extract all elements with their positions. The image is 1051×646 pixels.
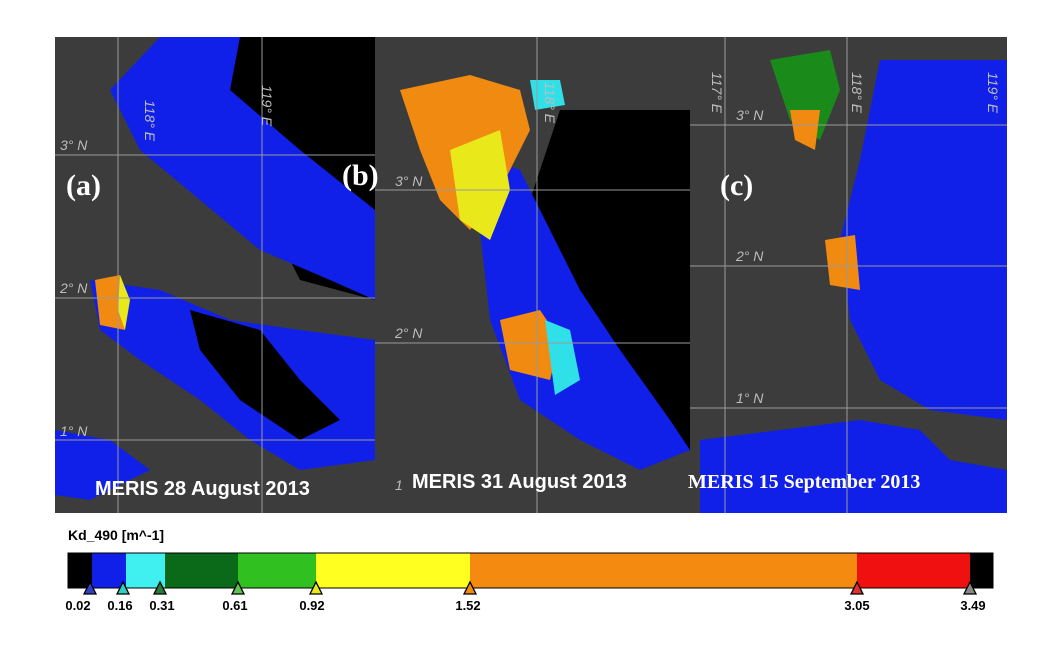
grid-label: 118° E	[142, 100, 158, 142]
tick-marker	[115, 580, 131, 595]
colorbar-segment	[238, 553, 316, 588]
tick-label: 1.52	[455, 598, 480, 613]
grid-label: 2° N	[394, 325, 423, 341]
panel-letter: (c)	[720, 169, 753, 202]
grid-label: 119° E	[259, 85, 275, 127]
water-blue	[840, 60, 1007, 420]
water-blue	[470, 150, 690, 470]
grid-label: 3° N	[60, 137, 88, 153]
colorbar-label: Kd_490 [m^-1]	[68, 527, 164, 543]
tick-label: 0.92	[299, 598, 324, 613]
turbid-orange	[825, 235, 860, 290]
tick-label: 0.61	[222, 598, 247, 613]
turbid-orange	[500, 310, 560, 380]
grid-label: 1° N	[60, 423, 88, 439]
tick-marker	[849, 580, 865, 595]
water-blue	[55, 430, 150, 500]
colorbar-segment	[126, 553, 165, 588]
colorbar-segment	[857, 553, 970, 588]
tick-marker	[962, 580, 978, 595]
colorbar-segment	[92, 553, 126, 588]
land-dark	[530, 110, 690, 450]
colorbar-segment	[68, 553, 92, 588]
colorbar-frame	[67, 552, 994, 589]
tick-label: 0.31	[149, 598, 174, 613]
turbid-green	[770, 50, 840, 140]
grid-label: 2° N	[735, 248, 764, 264]
turbid-cyan	[545, 320, 580, 395]
panel-letter: (a)	[66, 169, 101, 202]
turbid-cyan	[530, 80, 565, 110]
panel-c: 117° E 118° E 119° E 3° N 2° N 1° N (c) …	[688, 37, 1007, 513]
tick-label: 3.49	[960, 598, 985, 613]
grid-label: 1	[395, 477, 403, 493]
grid-label: 3° N	[736, 107, 764, 123]
water-blue	[700, 420, 1007, 513]
colorbar-segment	[470, 553, 857, 588]
tick-marker	[462, 580, 478, 595]
grid-label: 118° E	[542, 82, 558, 124]
colorbar-segment	[970, 553, 993, 588]
turbid-orange	[790, 110, 820, 150]
tick-marker	[308, 580, 324, 595]
water-blue	[110, 37, 375, 300]
grid-label: 2° N	[59, 280, 88, 296]
grid-label: 1° N	[736, 390, 764, 406]
panel-caption: MERIS 31 August 2013	[412, 471, 627, 493]
panel-caption: MERIS 28 August 2013	[95, 478, 310, 500]
tick-label: 0.02	[65, 598, 90, 613]
grid-label: 118° E	[849, 72, 865, 114]
tick-marker	[230, 580, 246, 595]
grid-label: 117° E	[709, 72, 725, 114]
grid-label: 119° E	[985, 72, 1001, 114]
land-dark	[190, 310, 340, 440]
colorbar: Kd_490 [m^-1] 0.02 0.16 0.31 0.61 0.92 1.52 3.…	[65, 527, 994, 613]
colorbar-segment	[165, 553, 238, 588]
turbid-yellow	[118, 275, 130, 330]
tick-label: 3.05	[844, 598, 869, 613]
tick-marker	[152, 580, 168, 595]
grid-label: 3° N	[395, 173, 423, 189]
panel-b: 118° E 3° N 2° N 1 (b) MERIS 31 August 2…	[342, 37, 690, 513]
panel-a: 118° E 119° E 3° N 2° N 1° N (a) MERIS 2…	[55, 37, 375, 513]
panel-letter: (b)	[342, 159, 379, 192]
tick-marker	[82, 580, 98, 595]
turbid-yellow	[450, 130, 510, 240]
panel-caption: MERIS 15 September 2013	[688, 471, 920, 493]
tick-label: 0.16	[107, 598, 132, 613]
colorbar-segment	[316, 553, 470, 588]
